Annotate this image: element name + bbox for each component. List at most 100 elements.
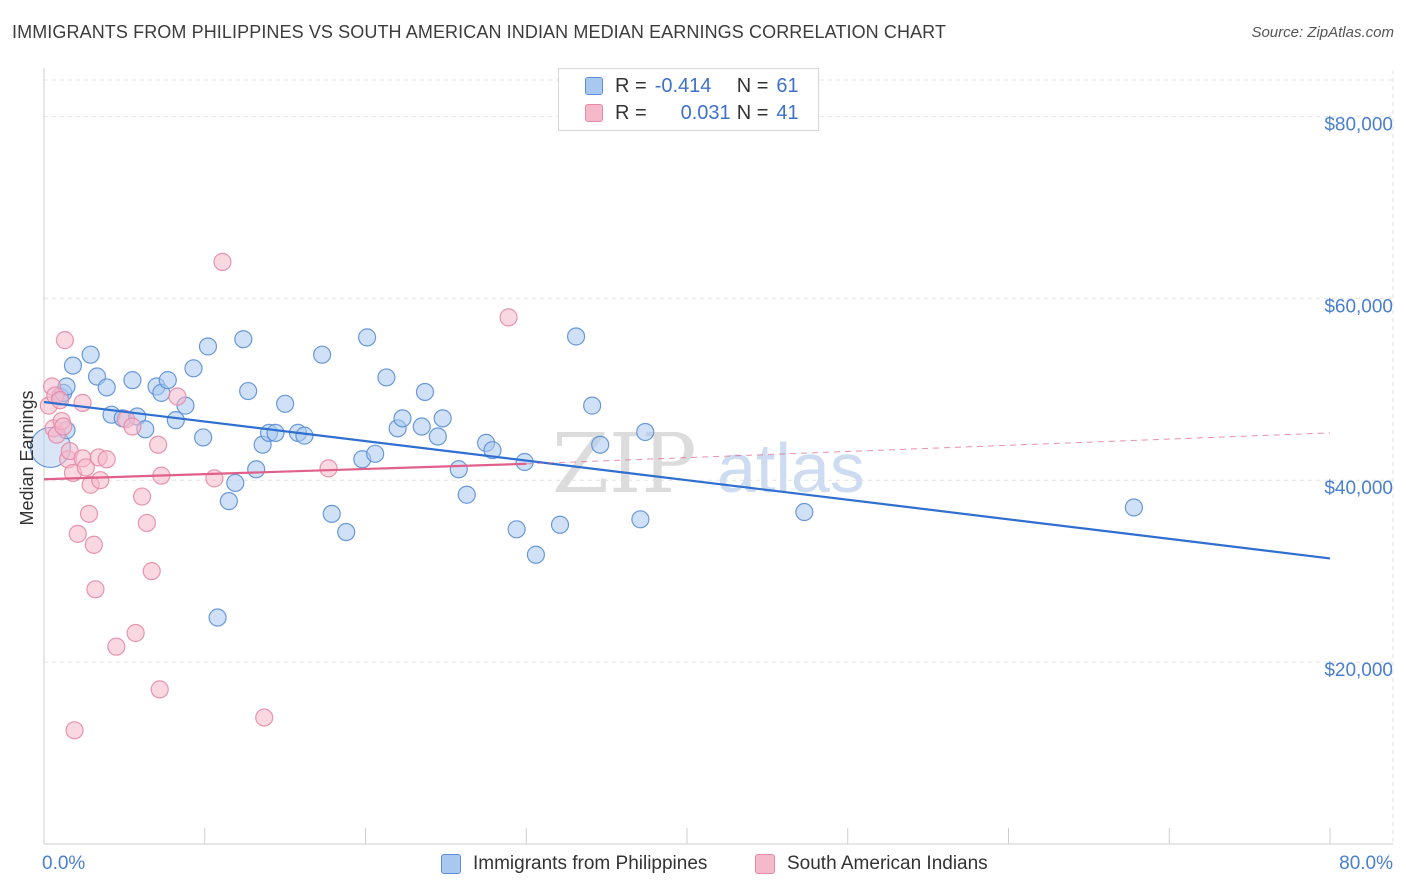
x-tick-label-max: 80.0% — [1339, 853, 1393, 874]
trend-line-south-american-indian-extension — [526, 432, 1331, 465]
legend-row-south-american-indians: R = 0.031 N = 41 — [585, 100, 799, 126]
point-philippines — [158, 371, 177, 390]
point-south-american-indian — [499, 308, 518, 327]
point-south-american-indian — [205, 469, 224, 488]
point-philippines — [184, 359, 203, 378]
correlation-legend: R = -0.414 N = 61 R = 0.031 N = 41 — [558, 68, 819, 131]
point-philippines — [194, 428, 213, 447]
y-axis-label: Median Earnings — [17, 390, 37, 525]
point-philippines — [415, 382, 435, 402]
trend-line-philippines — [43, 400, 1331, 560]
point-south-american-indian — [255, 708, 274, 727]
chart-title: IMMIGRANTS FROM PHILIPPINES VS SOUTH AME… — [12, 22, 947, 42]
x-tick-label-min: 0.0% — [42, 853, 85, 874]
watermark: ZIP atlas — [552, 417, 865, 512]
point-philippines — [636, 422, 655, 442]
point-philippines — [795, 502, 814, 522]
legend-r-value: -0.414 — [654, 74, 712, 97]
point-philippines — [198, 337, 218, 356]
legend-r-label: R = — [615, 74, 647, 97]
legend-n-label: N = — [736, 101, 769, 124]
point-south-american-indian — [97, 450, 116, 469]
point-philippines — [81, 345, 100, 364]
point-south-american-indian — [91, 471, 110, 490]
point-philippines — [583, 396, 602, 415]
legend-swatch-pink — [585, 104, 603, 122]
point-south-american-indian — [142, 562, 161, 581]
point-philippines — [208, 608, 227, 627]
point-philippines — [449, 460, 468, 479]
point-south-american-indian — [137, 513, 156, 533]
bottom-legend-philippines: Immigrants from Philippines — [441, 851, 707, 877]
point-south-american-indian — [68, 524, 87, 543]
point-south-american-indian — [213, 252, 232, 272]
point-philippines — [63, 356, 83, 375]
point-south-american-indian — [50, 391, 70, 410]
trend-lines — [43, 400, 1331, 560]
point-south-american-indian — [55, 331, 74, 350]
point-philippines — [123, 371, 142, 390]
legend-n-value: 61 — [776, 74, 799, 97]
point-philippines — [1124, 498, 1143, 517]
point-south-american-indian — [149, 435, 168, 454]
point-philippines — [337, 522, 356, 542]
point-south-american-indian — [126, 623, 145, 643]
point-south-american-indian — [123, 417, 142, 436]
point-philippines — [239, 381, 258, 401]
point-philippines — [234, 330, 253, 349]
point-philippines — [358, 328, 377, 347]
point-south-american-indian — [107, 637, 126, 656]
legend-r-label: R = — [615, 101, 647, 124]
point-philippines — [550, 515, 570, 534]
point-philippines — [97, 378, 116, 397]
point-philippines — [393, 409, 412, 428]
point-south-american-indian — [76, 458, 95, 477]
axes: $20,000 $40,000 $60,000 $80,000 0.0% 80.0% — [42, 68, 1393, 874]
point-south-american-indian — [86, 580, 105, 599]
watermark-zip: ZIP — [552, 417, 697, 512]
point-philippines — [276, 394, 295, 413]
y-tick-label: $60,000 — [1324, 296, 1393, 317]
legend-r-value: 0.031 — [680, 101, 731, 124]
point-philippines — [322, 504, 341, 523]
point-philippines — [631, 510, 650, 529]
bottom-legend-swatch-pink — [755, 854, 775, 874]
point-philippines — [219, 492, 238, 511]
point-south-american-indian — [150, 680, 169, 699]
point-south-american-indian — [319, 459, 338, 478]
watermark-atlas: atlas — [717, 429, 865, 507]
point-philippines — [507, 520, 526, 539]
point-philippines — [428, 427, 447, 446]
y-tick-label: $80,000 — [1324, 114, 1393, 135]
point-south-american-indian — [168, 387, 187, 406]
point-south-american-indian — [65, 721, 84, 740]
point-philippines — [247, 460, 266, 479]
point-south-american-indian — [73, 393, 92, 412]
point-philippines — [266, 423, 285, 442]
bottom-legend-south-american-indians: South American Indians — [755, 851, 988, 877]
data-points — [29, 252, 1143, 740]
bottom-legend-label: Immigrants from Philippines — [473, 853, 708, 874]
point-philippines — [457, 485, 476, 504]
point-south-american-indian — [79, 504, 99, 523]
point-philippines — [377, 368, 396, 387]
legend-row-philippines: R = -0.414 N = 61 — [585, 73, 799, 99]
source-label: Source: ZipAtlas.com — [1251, 24, 1394, 41]
point-philippines — [166, 411, 185, 430]
point-philippines — [566, 327, 586, 346]
point-philippines — [591, 435, 610, 454]
legend-swatch-blue — [585, 77, 603, 95]
point-south-american-indian — [54, 417, 73, 436]
trend-line-south-american-indian — [43, 462, 527, 481]
point-south-american-indian — [132, 487, 152, 506]
legend-n-value: 41 — [776, 101, 799, 124]
point-philippines — [433, 409, 452, 428]
point-philippines — [412, 417, 431, 436]
point-philippines — [226, 473, 245, 493]
point-philippines — [312, 345, 332, 364]
point-philippines — [526, 545, 545, 564]
bottom-legend-label: South American Indians — [787, 853, 988, 874]
point-philippines — [366, 444, 385, 463]
point-philippines — [295, 426, 314, 445]
